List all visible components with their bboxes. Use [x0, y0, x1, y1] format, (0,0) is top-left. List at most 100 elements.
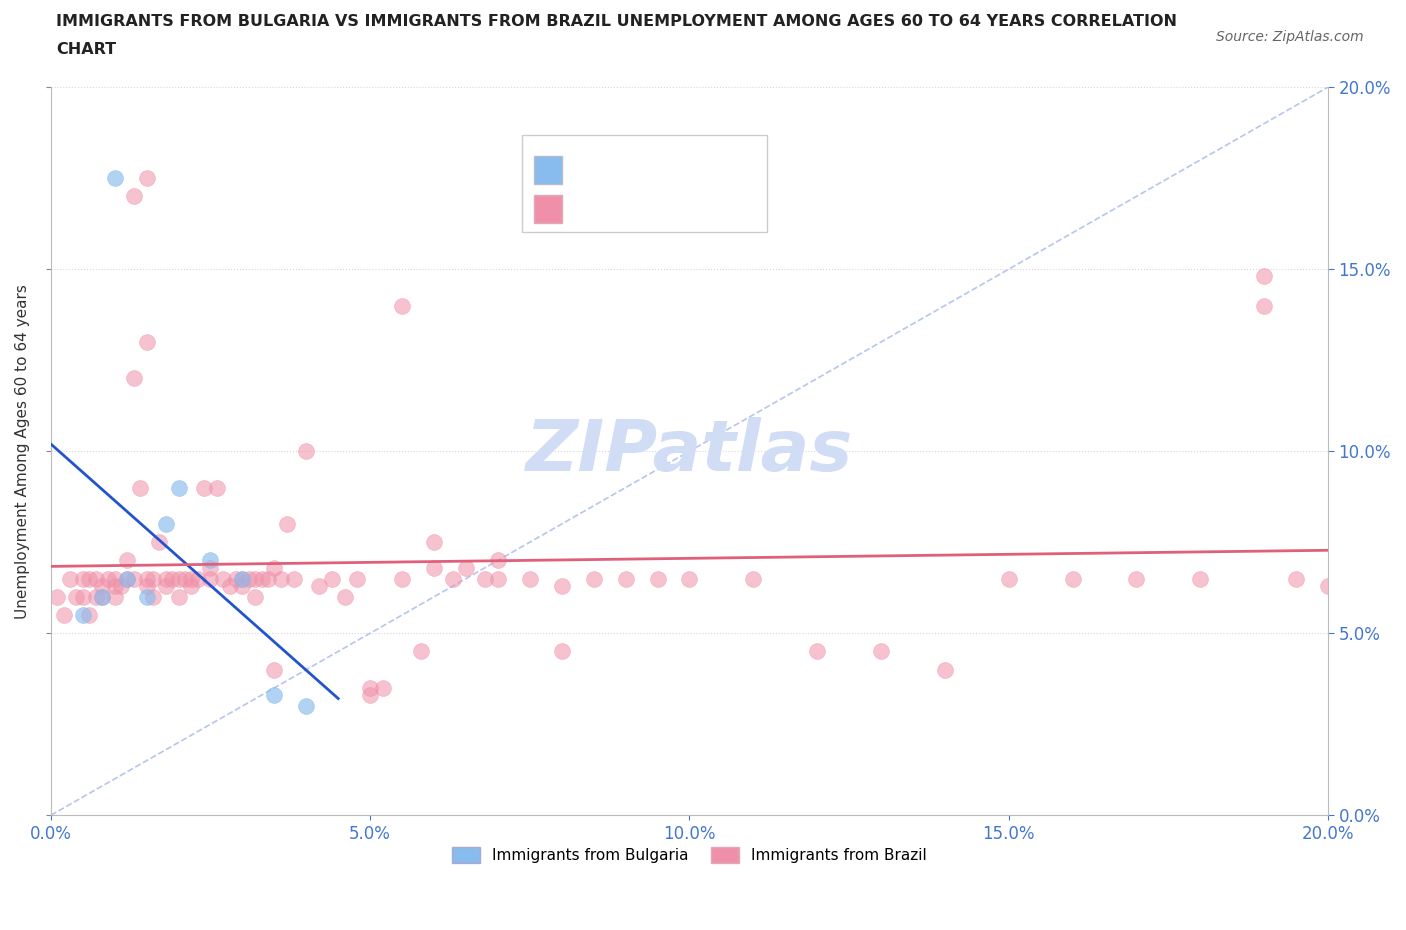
- Point: [180, 571, 202, 586]
- Point: [84, 590, 107, 604]
- Point: [72, 571, 94, 586]
- Point: [359, 681, 381, 696]
- Point: [263, 687, 285, 702]
- Point: [90, 590, 112, 604]
- Point: [59, 571, 82, 586]
- Point: [110, 578, 132, 593]
- Point: [148, 535, 170, 550]
- Point: [1125, 571, 1147, 586]
- Point: [231, 571, 253, 586]
- Text: R = 0.087   N = 95: R = 0.087 N = 95: [567, 200, 737, 219]
- Point: [122, 371, 145, 386]
- Point: [225, 571, 247, 586]
- Point: [1317, 578, 1340, 593]
- Point: [614, 571, 637, 586]
- Point: [997, 571, 1019, 586]
- Point: [1062, 571, 1084, 586]
- Point: [155, 578, 177, 593]
- Point: [135, 171, 157, 186]
- Point: [283, 571, 305, 586]
- Point: [122, 571, 145, 586]
- Point: [104, 571, 127, 586]
- Point: [1285, 571, 1308, 586]
- Point: [391, 299, 413, 313]
- Point: [117, 553, 139, 568]
- Point: [806, 644, 828, 658]
- Point: [1189, 571, 1212, 586]
- Point: [231, 578, 253, 593]
- Point: [104, 590, 127, 604]
- Point: [647, 571, 669, 586]
- Point: [180, 578, 202, 593]
- Point: [90, 578, 112, 593]
- Point: [423, 535, 446, 550]
- Point: [142, 590, 165, 604]
- Point: [1253, 269, 1275, 284]
- Point: [65, 590, 87, 604]
- Text: Source: ZipAtlas.com: Source: ZipAtlas.com: [1216, 30, 1364, 44]
- Point: [90, 590, 112, 604]
- Point: [84, 571, 107, 586]
- Point: [486, 553, 509, 568]
- Point: [167, 590, 190, 604]
- Point: [200, 553, 222, 568]
- Point: [155, 516, 177, 531]
- Point: [187, 571, 209, 586]
- Point: [72, 590, 94, 604]
- Point: [276, 516, 298, 531]
- Point: [245, 571, 267, 586]
- Point: [411, 644, 433, 658]
- Point: [678, 571, 700, 586]
- Point: [104, 578, 127, 593]
- Point: [205, 480, 228, 495]
- Point: [129, 480, 152, 495]
- Text: R = 0.524   N =  11: R = 0.524 N = 11: [567, 161, 742, 179]
- Text: IMMIGRANTS FROM BULGARIA VS IMMIGRANTS FROM BRAZIL UNEMPLOYMENT AMONG AGES 60 TO: IMMIGRANTS FROM BULGARIA VS IMMIGRANTS F…: [56, 14, 1177, 29]
- Point: [257, 571, 280, 586]
- Point: [167, 571, 190, 586]
- Point: [295, 698, 318, 713]
- Point: [97, 571, 120, 586]
- Point: [295, 444, 318, 458]
- Point: [250, 571, 273, 586]
- Point: [231, 571, 253, 586]
- Point: [423, 560, 446, 575]
- Point: [454, 560, 477, 575]
- Point: [333, 590, 356, 604]
- Point: [870, 644, 893, 658]
- Point: [142, 571, 165, 586]
- Point: [308, 578, 330, 593]
- Point: [582, 571, 605, 586]
- Point: [346, 571, 368, 586]
- Point: [46, 590, 69, 604]
- Y-axis label: Unemployment Among Ages 60 to 64 years: Unemployment Among Ages 60 to 64 years: [15, 284, 30, 618]
- Point: [167, 480, 190, 495]
- Point: [263, 662, 285, 677]
- Point: [174, 571, 197, 586]
- Legend: Immigrants from Bulgaria, Immigrants from Brazil: Immigrants from Bulgaria, Immigrants fro…: [446, 842, 932, 870]
- Point: [117, 571, 139, 586]
- Point: [321, 571, 343, 586]
- Point: [218, 578, 240, 593]
- Point: [135, 578, 157, 593]
- Point: [742, 571, 765, 586]
- Text: CHART: CHART: [56, 42, 117, 57]
- Point: [441, 571, 464, 586]
- Point: [519, 571, 541, 586]
- Text: ZIPatlas: ZIPatlas: [526, 417, 853, 485]
- Point: [193, 480, 215, 495]
- Point: [245, 590, 267, 604]
- Point: [486, 571, 509, 586]
- Point: [391, 571, 413, 586]
- Point: [1253, 299, 1275, 313]
- Point: [135, 335, 157, 350]
- Point: [934, 662, 956, 677]
- Point: [104, 171, 127, 186]
- Point: [474, 571, 496, 586]
- Point: [117, 571, 139, 586]
- Point: [160, 571, 183, 586]
- Point: [371, 681, 394, 696]
- Point: [200, 571, 222, 586]
- Point: [72, 607, 94, 622]
- Point: [155, 571, 177, 586]
